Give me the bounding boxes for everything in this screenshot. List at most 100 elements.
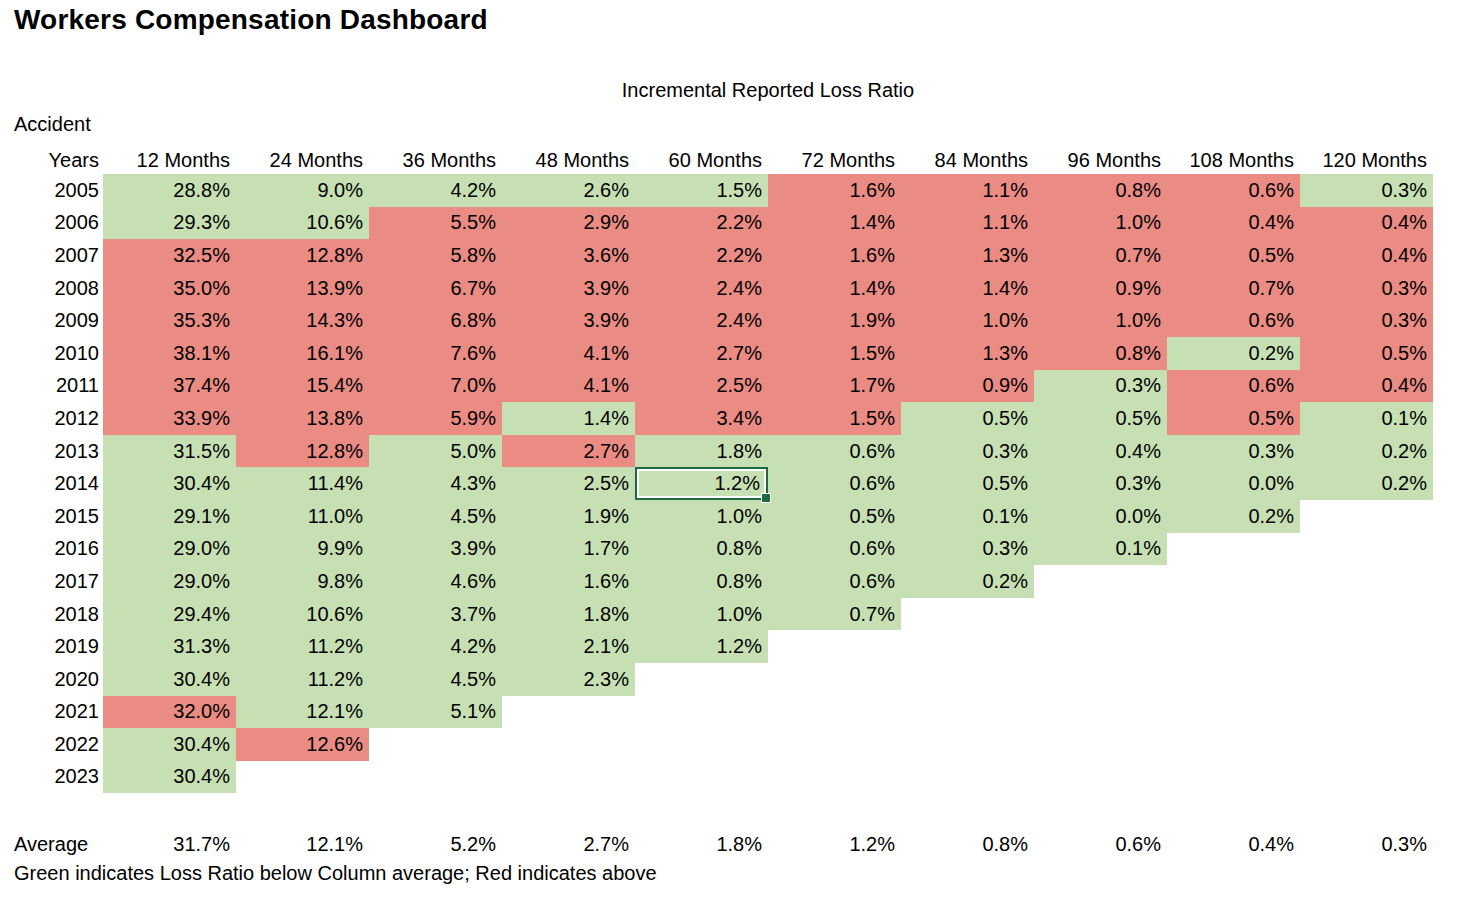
cell-2018-36-months[interactable]: 3.7%: [369, 598, 502, 631]
cell-2007-24-months[interactable]: 12.8%: [236, 239, 369, 272]
cell-2015-36-months[interactable]: 4.5%: [369, 500, 502, 533]
cell-2008-48-months[interactable]: 3.9%: [502, 272, 635, 305]
cell-2011-60-months[interactable]: 2.5%: [635, 370, 768, 403]
cell-2012-36-months[interactable]: 5.9%: [369, 402, 502, 435]
average-24-months[interactable]: 12.1%: [236, 829, 369, 859]
cell-2017-12-months[interactable]: 29.0%: [103, 565, 236, 598]
cell-2006-108-months[interactable]: 0.4%: [1167, 207, 1300, 240]
year-label-2016[interactable]: 2016: [0, 533, 103, 566]
year-label-2008[interactable]: 2008: [0, 272, 103, 305]
column-header-84-months[interactable]: 84 Months: [901, 146, 1034, 174]
cell-2010-48-months[interactable]: 4.1%: [502, 337, 635, 370]
cell-2016-12-months[interactable]: 29.0%: [103, 533, 236, 566]
cell-2011-48-months[interactable]: 4.1%: [502, 370, 635, 403]
cell-2013-12-months[interactable]: 31.5%: [103, 435, 236, 468]
cell-2006-84-months[interactable]: 1.1%: [901, 207, 1034, 240]
year-label-2010[interactable]: 2010: [0, 337, 103, 370]
cell-2009-72-months[interactable]: 1.9%: [768, 304, 901, 337]
year-label-2012[interactable]: 2012: [0, 402, 103, 435]
cell-2018-24-months[interactable]: 10.6%: [236, 598, 369, 631]
cell-2020-24-months[interactable]: 11.2%: [236, 663, 369, 696]
cell-2005-84-months[interactable]: 1.1%: [901, 174, 1034, 207]
cell-2008-36-months[interactable]: 6.7%: [369, 272, 502, 305]
average-72-months[interactable]: 1.2%: [768, 829, 901, 859]
cell-2020-48-months[interactable]: 2.3%: [502, 663, 635, 696]
average-84-months[interactable]: 0.8%: [901, 829, 1034, 859]
cell-2013-84-months[interactable]: 0.3%: [901, 435, 1034, 468]
cell-2011-120-months[interactable]: 0.4%: [1300, 370, 1433, 403]
cell-2015-84-months[interactable]: 0.1%: [901, 500, 1034, 533]
cell-2016-84-months[interactable]: 0.3%: [901, 533, 1034, 566]
cell-2021-36-months[interactable]: 5.1%: [369, 696, 502, 729]
cell-2015-72-months[interactable]: 0.5%: [768, 500, 901, 533]
cell-2019-12-months[interactable]: 31.3%: [103, 630, 236, 663]
cell-2011-36-months[interactable]: 7.0%: [369, 370, 502, 403]
year-label-2011[interactable]: 2011: [0, 370, 103, 403]
cell-2022-12-months[interactable]: 30.4%: [103, 728, 236, 761]
cell-2015-24-months[interactable]: 11.0%: [236, 500, 369, 533]
cell-2012-12-months[interactable]: 33.9%: [103, 402, 236, 435]
cell-2010-108-months[interactable]: 0.2%: [1167, 337, 1300, 370]
cell-2012-108-months[interactable]: 0.5%: [1167, 402, 1300, 435]
year-label-2005[interactable]: 2005: [0, 174, 103, 207]
cell-2020-12-months[interactable]: 30.4%: [103, 663, 236, 696]
year-label-2014[interactable]: 2014: [0, 467, 103, 500]
cell-2013-60-months[interactable]: 1.8%: [635, 435, 768, 468]
years-header[interactable]: Years: [0, 146, 103, 174]
cell-2015-12-months[interactable]: 29.1%: [103, 500, 236, 533]
column-header-108-months[interactable]: 108 Months: [1167, 146, 1300, 174]
cell-2018-60-months[interactable]: 1.0%: [635, 598, 768, 631]
column-header-12-months[interactable]: 12 Months: [103, 146, 236, 174]
average-60-months[interactable]: 1.8%: [635, 829, 768, 859]
cell-2007-84-months[interactable]: 1.3%: [901, 239, 1034, 272]
cell-2018-12-months[interactable]: 29.4%: [103, 598, 236, 631]
cell-2006-72-months[interactable]: 1.4%: [768, 207, 901, 240]
year-label-2023[interactable]: 2023: [0, 761, 103, 794]
cell-2009-120-months[interactable]: 0.3%: [1300, 304, 1433, 337]
cell-2006-12-months[interactable]: 29.3%: [103, 207, 236, 240]
cell-2009-96-months[interactable]: 1.0%: [1034, 304, 1167, 337]
cell-2017-36-months[interactable]: 4.6%: [369, 565, 502, 598]
cell-2013-72-months[interactable]: 0.6%: [768, 435, 901, 468]
cell-2010-36-months[interactable]: 7.6%: [369, 337, 502, 370]
cell-2006-96-months[interactable]: 1.0%: [1034, 207, 1167, 240]
year-label-2006[interactable]: 2006: [0, 207, 103, 240]
cell-2022-24-months[interactable]: 12.6%: [236, 728, 369, 761]
cell-2012-72-months[interactable]: 1.5%: [768, 402, 901, 435]
cell-2006-48-months[interactable]: 2.9%: [502, 207, 635, 240]
cell-2011-108-months[interactable]: 0.6%: [1167, 370, 1300, 403]
cell-2009-12-months[interactable]: 35.3%: [103, 304, 236, 337]
cell-2014-96-months[interactable]: 0.3%: [1034, 467, 1167, 500]
cell-2010-96-months[interactable]: 0.8%: [1034, 337, 1167, 370]
average-48-months[interactable]: 2.7%: [502, 829, 635, 859]
cell-2021-24-months[interactable]: 12.1%: [236, 696, 369, 729]
cell-2017-24-months[interactable]: 9.8%: [236, 565, 369, 598]
cell-2018-48-months[interactable]: 1.8%: [502, 598, 635, 631]
year-label-2021[interactable]: 2021: [0, 696, 103, 729]
cell-2009-60-months[interactable]: 2.4%: [635, 304, 768, 337]
cell-2015-96-months[interactable]: 0.0%: [1034, 500, 1167, 533]
year-label-2009[interactable]: 2009: [0, 304, 103, 337]
cell-2017-60-months[interactable]: 0.8%: [635, 565, 768, 598]
cell-2014-48-months[interactable]: 2.5%: [502, 467, 635, 500]
cell-2005-120-months[interactable]: 0.3%: [1300, 174, 1433, 207]
cell-2019-60-months[interactable]: 1.2%: [635, 630, 768, 663]
year-label-2017[interactable]: 2017: [0, 565, 103, 598]
cell-2005-48-months[interactable]: 2.6%: [502, 174, 635, 207]
cell-2011-24-months[interactable]: 15.4%: [236, 370, 369, 403]
cell-2014-12-months[interactable]: 30.4%: [103, 467, 236, 500]
cell-2013-24-months[interactable]: 12.8%: [236, 435, 369, 468]
cell-2009-108-months[interactable]: 0.6%: [1167, 304, 1300, 337]
cell-2012-24-months[interactable]: 13.8%: [236, 402, 369, 435]
cell-2016-72-months[interactable]: 0.6%: [768, 533, 901, 566]
cell-2012-96-months[interactable]: 0.5%: [1034, 402, 1167, 435]
cell-2008-84-months[interactable]: 1.4%: [901, 272, 1034, 305]
average-12-months[interactable]: 31.7%: [103, 829, 236, 859]
year-label-2018[interactable]: 2018: [0, 598, 103, 631]
cell-2015-48-months[interactable]: 1.9%: [502, 500, 635, 533]
cell-2008-24-months[interactable]: 13.9%: [236, 272, 369, 305]
cell-2016-96-months[interactable]: 0.1%: [1034, 533, 1167, 566]
cell-2019-48-months[interactable]: 2.1%: [502, 630, 635, 663]
year-label-2013[interactable]: 2013: [0, 435, 103, 468]
cell-2005-24-months[interactable]: 9.0%: [236, 174, 369, 207]
